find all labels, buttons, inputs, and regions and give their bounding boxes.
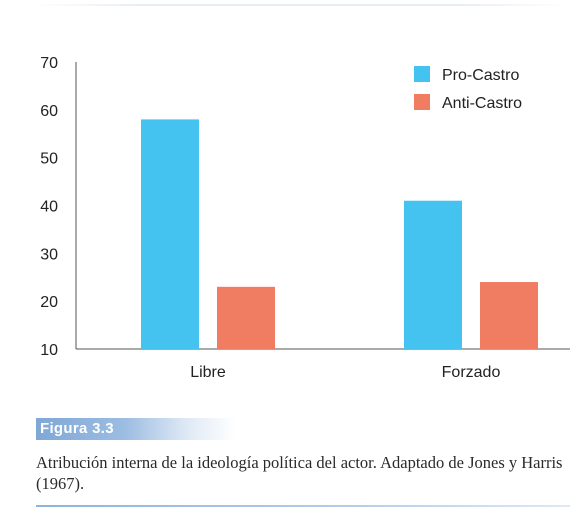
y-tick-label: 10 bbox=[40, 342, 58, 359]
y-tick-label: 50 bbox=[40, 151, 58, 168]
x-category-label: Libre bbox=[190, 364, 226, 381]
x-category-label: Forzado bbox=[442, 364, 501, 381]
legend-label: Anti-Castro bbox=[442, 95, 522, 112]
bar bbox=[217, 286, 275, 349]
y-tick-label: 40 bbox=[40, 199, 58, 216]
y-tick-label: 20 bbox=[40, 294, 58, 311]
category-labels: Libre Forzado bbox=[190, 364, 500, 381]
bars bbox=[141, 119, 538, 350]
y-tick-label: 70 bbox=[40, 55, 58, 72]
y-tick-label: 60 bbox=[40, 103, 58, 120]
bar bbox=[404, 200, 462, 349]
legend-swatch bbox=[414, 66, 430, 82]
y-tick-label: 30 bbox=[40, 246, 58, 263]
top-rule bbox=[30, 4, 570, 6]
y-axis-ticks: 10 20 30 40 50 60 70 bbox=[40, 55, 58, 359]
bar bbox=[141, 119, 199, 350]
bottom-rule bbox=[36, 505, 570, 507]
legend-swatch bbox=[414, 94, 430, 110]
legend-label: Pro-Castro bbox=[442, 67, 519, 84]
figure-label: Figura 3.3 bbox=[40, 420, 114, 437]
bar bbox=[480, 282, 538, 349]
bar-chart: 10 20 30 40 50 60 70 Libre Forzado Pro-Castro An… bbox=[40, 55, 570, 381]
legend: Pro-Castro Anti-Castro bbox=[414, 66, 522, 112]
figure-badge bbox=[36, 418, 236, 440]
figure-caption: Atribución interna de la ideología polít… bbox=[36, 453, 563, 493]
